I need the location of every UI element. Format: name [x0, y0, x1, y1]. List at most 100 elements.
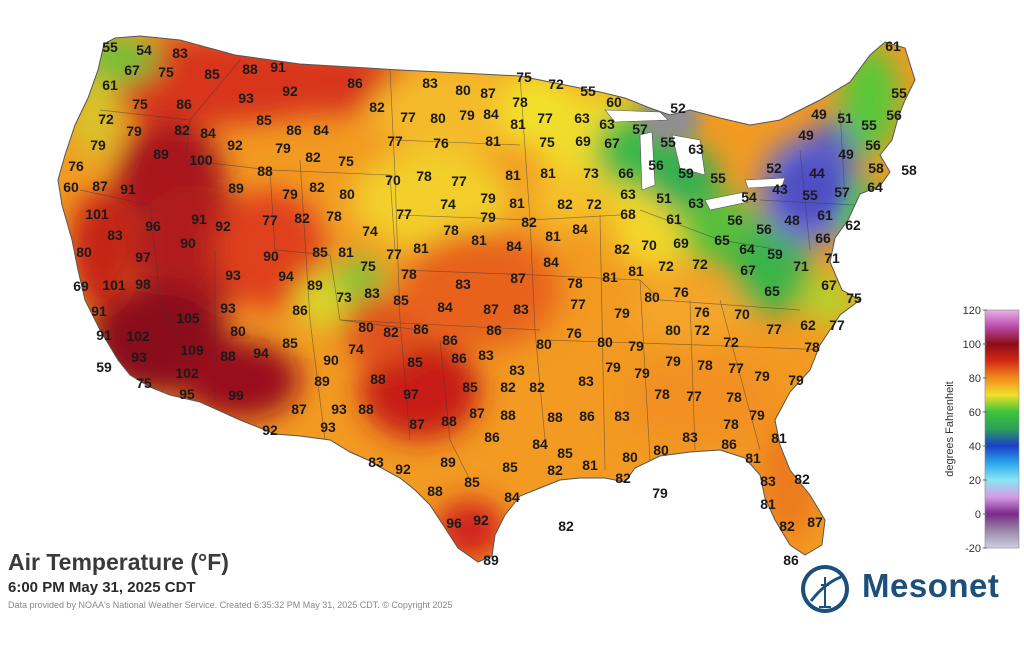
station-temperature: 90 — [323, 352, 339, 368]
station-temperature: 100 — [189, 152, 213, 168]
station-temperature: 87 — [480, 85, 496, 101]
station-temperature: 93 — [131, 349, 147, 365]
station-temperature: 65 — [714, 232, 730, 248]
station-temperature: 64 — [867, 179, 883, 195]
station-temperature: 78 — [567, 275, 583, 291]
station-temperature: 76 — [673, 284, 689, 300]
station-temperature: 92 — [282, 83, 298, 99]
station-temperature: 77 — [766, 321, 782, 337]
legend-tick-label: 0 — [975, 509, 981, 521]
station-temperature: 56 — [865, 137, 881, 153]
station-temperature: 83 — [172, 45, 188, 61]
legend-tick-label: 80 — [969, 373, 981, 385]
station-temperature: 51 — [656, 190, 672, 206]
station-temperature: 84 — [532, 436, 548, 452]
station-temperature: 69 — [575, 133, 591, 149]
station-temperature: 83 — [422, 75, 438, 91]
station-temperature: 80 — [76, 244, 92, 260]
station-temperature: 96 — [145, 218, 161, 234]
station-temperature: 49 — [838, 146, 854, 162]
station-temperature: 63 — [688, 195, 704, 211]
station-temperature: 93 — [320, 419, 336, 435]
station-temperature: 90 — [263, 248, 279, 264]
station-temperature: 63 — [688, 141, 704, 157]
station-temperature: 82 — [500, 379, 516, 395]
station-temperature: 80 — [339, 186, 355, 202]
station-temperature: 78 — [804, 339, 820, 355]
station-temperature: 84 — [483, 106, 499, 122]
station-temperature: 84 — [437, 299, 453, 315]
station-temperature: 69 — [73, 278, 89, 294]
station-temperature: 94 — [253, 345, 269, 361]
station-temperature: 78 — [326, 208, 342, 224]
station-temperature: 72 — [586, 196, 602, 212]
station-temperature: 91 — [270, 59, 286, 75]
station-temperature: 86 — [451, 350, 467, 366]
station-temperature: 65 — [764, 283, 780, 299]
station-temperature: 88 — [441, 413, 457, 429]
station-temperature: 61 — [666, 211, 682, 227]
station-temperature: 84 — [313, 122, 329, 138]
map-timestamp: 6:00 PM May 31, 2025 CDT — [8, 579, 196, 596]
station-temperature: 89 — [483, 552, 499, 568]
station-temperature: 86 — [347, 75, 363, 91]
station-temperature: 83 — [513, 301, 529, 317]
station-temperature: 67 — [740, 262, 756, 278]
station-temperature: 62 — [800, 317, 816, 333]
station-temperature: 84 — [572, 221, 588, 237]
station-temperature: 43 — [772, 181, 788, 197]
station-temperature: 64 — [739, 241, 755, 257]
station-temperature: 85 — [393, 292, 409, 308]
station-temperature: 83 — [455, 276, 471, 292]
station-temperature: 61 — [885, 38, 901, 54]
station-temperature: 82 — [615, 470, 631, 486]
station-temperature: 99 — [228, 387, 244, 403]
station-temperature: 86 — [721, 436, 737, 452]
station-temperature: 63 — [574, 110, 590, 126]
station-temperature: 56 — [756, 221, 772, 237]
station-temperature: 82 — [794, 471, 810, 487]
station-temperature: 63 — [620, 186, 636, 202]
station-temperature: 83 — [509, 362, 525, 378]
station-temperature: 80 — [597, 334, 613, 350]
station-temperature: 75 — [539, 134, 555, 150]
map-title: Air Temperature (°F) — [8, 549, 229, 575]
station-temperature: 86 — [486, 322, 502, 338]
station-temperature: 76 — [433, 135, 449, 151]
station-temperature: 74 — [440, 196, 456, 212]
station-temperature: 79 — [665, 353, 681, 369]
station-temperature: 72 — [548, 76, 564, 92]
station-temperature: 94 — [278, 268, 294, 284]
station-temperature: 73 — [336, 289, 352, 305]
station-temperature: 86 — [176, 96, 192, 112]
station-temperature: 75 — [158, 64, 174, 80]
data-credit: Data provided by NOAA's National Weather… — [8, 600, 453, 610]
station-temperature: 66 — [815, 230, 831, 246]
station-temperature: 77 — [829, 317, 845, 333]
station-temperature: 80 — [430, 110, 446, 126]
station-temperature: 83 — [478, 347, 494, 363]
station-temperature: 97 — [135, 249, 151, 265]
station-temperature: 87 — [807, 514, 823, 530]
station-temperature: 57 — [632, 121, 648, 137]
station-temperature: 79 — [754, 368, 770, 384]
station-temperature: 82 — [547, 462, 563, 478]
mesonet-logo-text: Mesonet — [862, 567, 1000, 604]
station-temperature: 101 — [102, 277, 126, 293]
station-temperature: 88 — [257, 163, 273, 179]
station-temperature: 87 — [92, 178, 108, 194]
station-temperature: 72 — [723, 334, 739, 350]
station-temperature: 75 — [132, 96, 148, 112]
station-temperature: 56 — [727, 212, 743, 228]
station-temperature: 51 — [837, 110, 853, 126]
station-temperature: 89 — [228, 180, 244, 196]
station-temperature: 81 — [628, 263, 644, 279]
station-temperature: 67 — [604, 135, 620, 151]
station-temperature: 84 — [506, 238, 522, 254]
station-temperature: 69 — [673, 235, 689, 251]
station-temperature: 84 — [543, 254, 559, 270]
legend-tick-label: 20 — [969, 475, 981, 487]
station-temperature: 84 — [200, 125, 216, 141]
station-temperature: 79 — [480, 209, 496, 225]
